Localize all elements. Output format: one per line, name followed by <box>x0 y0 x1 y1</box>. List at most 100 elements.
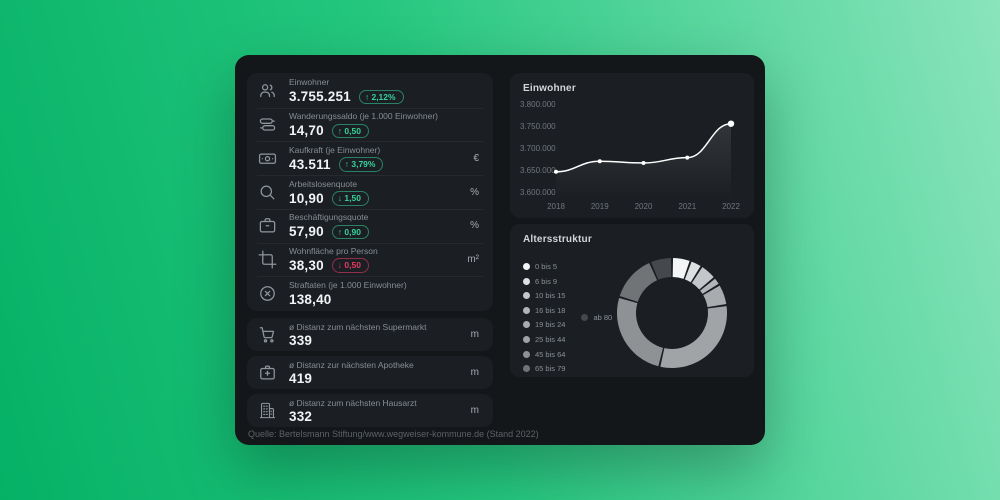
stat-label: ø Distanz zur nächsten Apotheke <box>289 359 414 370</box>
svg-text:2020: 2020 <box>635 202 653 211</box>
stat-unit: % <box>470 220 479 232</box>
x-circle-icon <box>257 283 277 303</box>
legend-label: 25 bis 44 <box>535 334 566 344</box>
trend-badge: ↑ 2,12% <box>358 89 404 105</box>
stat-row-arbeitslosenquote: Arbeitslosenquote 10,90 ↓ 1,50 % <box>247 175 493 209</box>
first-aid-icon <box>257 363 277 383</box>
stat-label: Beschäftigungsquote <box>289 212 369 223</box>
stat-label: ø Distanz zum nächsten Hausarzt <box>289 397 417 408</box>
shopping-cart-icon <box>257 325 277 345</box>
legend-item: 10 bis 15 <box>523 291 565 300</box>
stat-value: 3.755.251 <box>289 89 351 105</box>
building-icon <box>257 401 277 421</box>
legend-color-dot <box>581 314 589 322</box>
stat-value: 57,90 <box>289 224 324 240</box>
legend-color-dot <box>523 335 530 343</box>
stat-row-supermarkt: ø Distanz zum nächsten Supermarkt 339 m <box>247 318 493 351</box>
trend-badge: ↑ 0,90 <box>331 224 369 240</box>
legend-label: 0 bis 5 <box>535 262 558 271</box>
kpi-stats-panel: Einwohner 3.755.251 ↑ 2,12% Wanderungssa… <box>247 73 493 311</box>
trend-badge: ↓ 1,50 <box>331 191 369 206</box>
stat-value: 339 <box>289 333 313 348</box>
stat-unit: m <box>470 367 479 378</box>
legend-column-1: 0 bis 5 6 bis 9 10 bis 15 16 bis 18 19 bis 2… <box>523 262 565 373</box>
legend-column-2: ab 80 <box>581 313 612 322</box>
kommune-dashboard-card: Einwohner 3.755.251 ↑ 2,12% Wanderungssa… <box>235 55 765 445</box>
legend-item: 6 bis 9 <box>523 277 565 286</box>
stat-unit: m² <box>467 253 479 265</box>
stat-unit: € <box>473 152 479 164</box>
stat-value: 14,70 <box>289 123 324 139</box>
legend-label: 19 bis 24 <box>535 320 566 330</box>
stat-value: 419 <box>289 371 313 386</box>
svg-text:2019: 2019 <box>591 202 609 211</box>
stat-label: ø Distanz zum nächsten Supermarkt <box>289 321 427 332</box>
stat-row-hausarzt: ø Distanz zum nächsten Hausarzt 332 m <box>247 394 493 427</box>
apotheke-distance-panel: ø Distanz zur nächsten Apotheke 419 m <box>247 356 493 389</box>
svg-text:3.750.000: 3.750.000 <box>520 122 556 131</box>
svg-text:3.800.000: 3.800.000 <box>520 100 556 109</box>
stat-unit: % <box>470 186 479 198</box>
legend-item: 0 bis 5 <box>523 262 565 271</box>
legend-label: 45 bis 64 <box>535 349 566 359</box>
legend-item: 16 bis 18 <box>523 306 565 315</box>
svg-text:2021: 2021 <box>678 202 696 211</box>
migration-icon <box>257 115 277 135</box>
source-note: Quelle: Bertelsmann Stiftung/www.wegweis… <box>248 429 539 439</box>
altersstruktur-chart-panel: Altersstruktur 0 bis 5 6 bis 9 10 bis 15 16… <box>510 224 754 377</box>
stat-row-kaufkraft: Kaufkraft (je Einwohner) 43.511 ↑ 3,79% … <box>247 141 493 175</box>
legend-item: 65 bis 79 <box>523 364 565 373</box>
supermarkt-distance-panel: ø Distanz zum nächsten Supermarkt 339 m <box>247 318 493 351</box>
age-structure-legend: 0 bis 5 6 bis 9 10 bis 15 16 bis 18 19 bis 2… <box>523 262 612 373</box>
svg-text:3.700.000: 3.700.000 <box>520 144 556 153</box>
briefcase-icon <box>257 216 277 236</box>
legend-color-dot <box>523 350 530 358</box>
legend-item: 25 bis 44 <box>523 335 565 344</box>
search-icon <box>257 182 277 202</box>
stat-row-einwohner: Einwohner 3.755.251 ↑ 2,12% <box>247 74 493 108</box>
stat-row-apotheke: ø Distanz zur nächsten Apotheke 419 m <box>247 356 493 389</box>
stat-row-beschaeftigungsquote: Beschäftigungsquote 57,90 ↑ 0,90 % <box>247 208 493 243</box>
donut-chart-title: Altersstruktur <box>523 234 592 245</box>
legend-color-dot <box>523 365 530 373</box>
crop-icon <box>257 249 277 269</box>
stat-label: Straftaten (je 1.000 Einwohner) <box>289 280 407 291</box>
legend-color-dot <box>523 306 530 314</box>
svg-text:2022: 2022 <box>722 202 740 211</box>
stat-row-wanderungssaldo: Wanderungssaldo (je 1.000 Einwohner) 14,… <box>247 107 493 142</box>
svg-text:3.650.000: 3.650.000 <box>520 166 556 175</box>
stat-value: 332 <box>289 409 313 424</box>
users-icon <box>257 81 277 101</box>
stat-value: 38,30 <box>289 257 324 273</box>
trend-badge: ↑ 3,79% <box>338 157 384 172</box>
legend-color-dot <box>523 263 530 270</box>
banknote-icon <box>257 148 277 168</box>
stat-label: Kaufkraft (je Einwohner) <box>289 144 381 155</box>
legend-item: 19 bis 24 <box>523 320 565 329</box>
legend-item: 45 bis 64 <box>523 350 565 359</box>
svg-text:3.600.000: 3.600.000 <box>520 188 556 197</box>
legend-color-dot <box>523 277 530 285</box>
einwohner-line-chart: 3.800.000 3.750.000 3.700.000 3.650.000 3.60… <box>520 100 740 211</box>
stat-label: Einwohner <box>289 77 330 88</box>
stat-label: Wohnfläche pro Person <box>289 245 378 256</box>
stat-value: 43.511 <box>289 156 331 172</box>
stat-row-wohnflaeche: Wohnfläche pro Person 38,30 ↓ 0,50 m² <box>247 242 493 277</box>
einwohner-chart-panel: Einwohner 3.800.000 3.750.000 3.700.000 3.6… <box>510 73 754 218</box>
trend-badge: ↑ 0,50 <box>331 123 369 139</box>
altersstruktur-donut-chart <box>617 258 727 368</box>
stat-label: Arbeitslosenquote <box>289 178 358 189</box>
stat-value: 10,90 <box>289 190 324 206</box>
legend-item: ab 80 <box>581 313 612 322</box>
legend-label: ab 80 <box>593 313 613 323</box>
stat-unit: m <box>470 329 479 340</box>
legend-color-dot <box>523 292 530 300</box>
legend-label: 6 bis 9 <box>535 276 558 286</box>
stat-value: 138,40 <box>289 291 332 307</box>
hausarzt-distance-panel: ø Distanz zum nächsten Hausarzt 332 m <box>247 394 493 427</box>
legend-label: 10 bis 15 <box>535 291 566 301</box>
legend-color-dot <box>523 321 530 329</box>
legend-label: 16 bis 18 <box>535 305 566 315</box>
trend-badge: ↓ 0,50 <box>331 258 369 273</box>
